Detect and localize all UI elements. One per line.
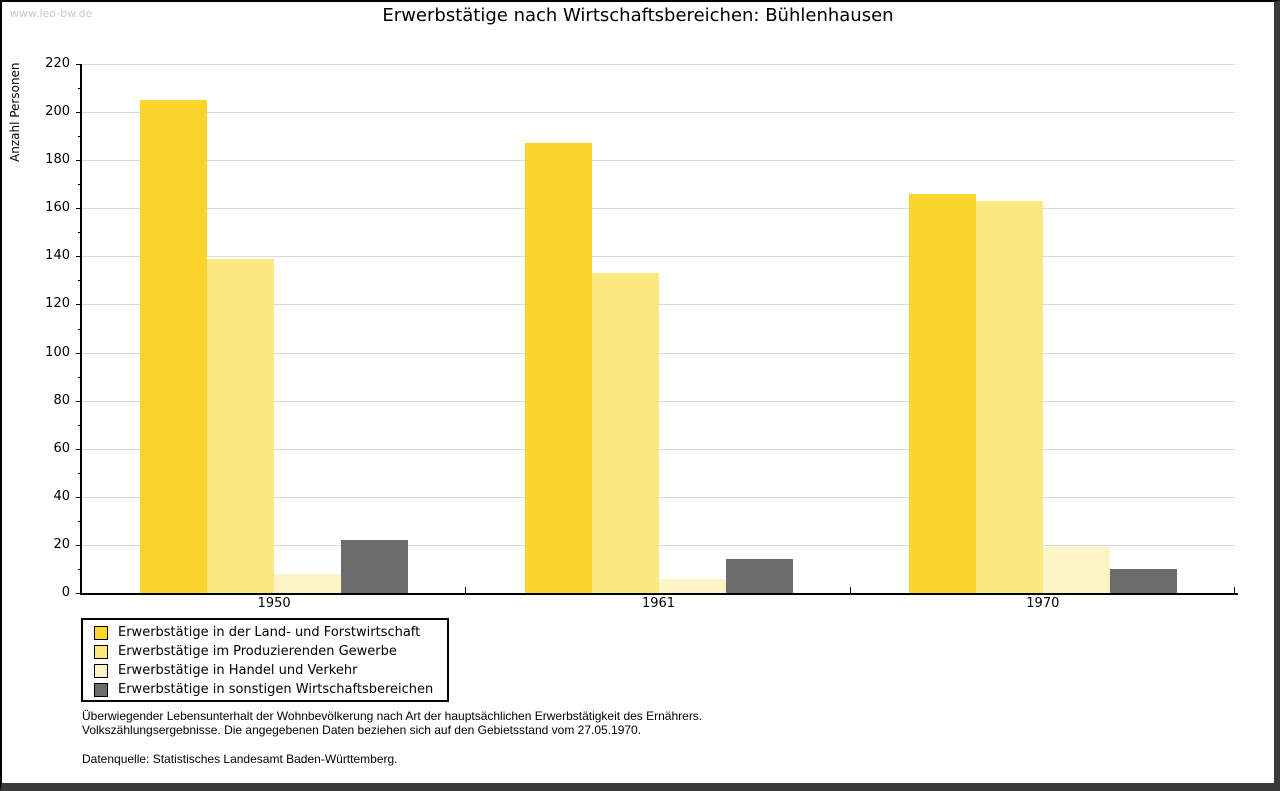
bar bbox=[140, 100, 208, 593]
y-axis-minor-tick bbox=[78, 136, 81, 138]
bar bbox=[341, 540, 409, 593]
footnote: Überwiegender Lebensunterhalt der Wohnbe… bbox=[82, 709, 703, 723]
y-tick-label: 140 bbox=[45, 248, 70, 264]
gridline bbox=[82, 304, 1235, 306]
legend-swatch-icon bbox=[94, 625, 108, 640]
y-tick-label: 200 bbox=[45, 104, 70, 120]
y-axis-major-tick bbox=[76, 544, 81, 546]
legend-item: Erwerbstätige in der Land- und Forstwirt… bbox=[89, 623, 447, 642]
y-axis bbox=[80, 64, 82, 595]
y-axis-minor-tick bbox=[78, 328, 81, 330]
y-axis-major-tick bbox=[76, 400, 81, 402]
y-axis-major-tick bbox=[76, 112, 81, 114]
y-axis-major-tick bbox=[76, 160, 81, 162]
bar bbox=[1042, 547, 1110, 593]
x-tick-label: 1950 bbox=[257, 596, 291, 611]
x-axis bbox=[80, 593, 1238, 595]
bar bbox=[658, 578, 726, 593]
source-note: Datenquelle: Statistisches Landesamt Bad… bbox=[82, 752, 398, 766]
y-axis-major-tick bbox=[76, 448, 81, 450]
y-axis-minor-tick bbox=[78, 424, 81, 426]
y-axis-minor-tick bbox=[78, 472, 81, 474]
legend-item: Erwerbstätige in Handel und Verkehr bbox=[89, 661, 447, 680]
legend-swatch-icon bbox=[94, 663, 108, 678]
y-tick-label: 60 bbox=[53, 440, 70, 456]
legend: Erwerbstätige in der Land- und Forstwirt… bbox=[81, 618, 449, 702]
y-axis-major-tick bbox=[76, 496, 81, 498]
bar bbox=[725, 559, 793, 593]
x-tick-label: 1970 bbox=[1026, 596, 1060, 611]
legend-label: Erwerbstätige im Produzierenden Gewerbe bbox=[118, 644, 397, 659]
y-axis-major-tick bbox=[76, 352, 81, 354]
gridline bbox=[82, 64, 1235, 65]
footnote: Volkszählungsergebnisse. Die angegebenen… bbox=[82, 723, 642, 737]
y-tick-label: 0 bbox=[61, 585, 70, 600]
gridline bbox=[82, 496, 1235, 498]
y-tick-label: 100 bbox=[45, 344, 70, 360]
legend-label: Erwerbstätige in sonstigen Wirtschaftsbe… bbox=[118, 682, 434, 697]
y-axis-major-tick bbox=[76, 208, 81, 210]
y-axis-minor-tick bbox=[78, 280, 81, 282]
y-tick-label: 80 bbox=[53, 392, 70, 408]
gridline bbox=[82, 448, 1235, 450]
y-tick-label: 20 bbox=[53, 536, 70, 552]
bar bbox=[908, 193, 976, 593]
y-axis-minor-tick bbox=[78, 232, 81, 234]
x-axis-tick bbox=[465, 587, 467, 593]
legend-swatch-icon bbox=[94, 644, 108, 659]
y-axis-minor-tick bbox=[78, 376, 81, 378]
bar bbox=[274, 573, 342, 593]
gridline bbox=[82, 544, 1235, 546]
legend-label: Erwerbstätige in der Land- und Forstwirt… bbox=[118, 625, 421, 640]
bar bbox=[591, 273, 659, 593]
legend-item: Erwerbstätige in sonstigen Wirtschaftsbe… bbox=[89, 680, 447, 699]
y-axis-major-tick bbox=[76, 256, 81, 258]
legend-label: Erwerbstätige in Handel und Verkehr bbox=[118, 663, 358, 678]
y-tick-label: 180 bbox=[45, 152, 70, 168]
y-axis-minor-tick bbox=[78, 184, 81, 186]
x-tick-label: 1961 bbox=[641, 596, 676, 611]
watermark: www.leo-bw.de bbox=[10, 7, 93, 20]
legend-swatch-icon bbox=[94, 682, 108, 697]
bar bbox=[524, 143, 592, 593]
gridline bbox=[82, 400, 1235, 402]
x-axis-tick bbox=[1234, 587, 1235, 593]
gridline bbox=[82, 352, 1235, 354]
y-tick-label: 160 bbox=[45, 200, 70, 216]
y-axis-major-tick bbox=[76, 304, 81, 306]
y-axis-major-tick bbox=[76, 64, 81, 65]
gridline bbox=[82, 208, 1235, 210]
y-axis-minor-tick bbox=[78, 88, 81, 90]
bar bbox=[207, 258, 275, 593]
bar bbox=[975, 201, 1043, 593]
footnote-block: Überwiegender Lebensunterhalt der Wohnbe… bbox=[82, 709, 702, 737]
gridline bbox=[82, 160, 1235, 162]
legend-item: Erwerbstätige im Produzierenden Gewerbe bbox=[89, 642, 447, 661]
gridline bbox=[82, 256, 1235, 258]
x-axis-tick bbox=[849, 587, 851, 593]
y-axis-minor-tick bbox=[78, 568, 81, 570]
y-axis-minor-tick bbox=[78, 520, 81, 522]
y-tick-label: 220 bbox=[45, 56, 70, 71]
y-tick-label: 120 bbox=[45, 296, 70, 312]
chart-title: Erwerbstätige nach Wirtschaftsbereichen:… bbox=[382, 5, 894, 26]
y-tick-label: 40 bbox=[53, 488, 70, 504]
y-axis-major-tick bbox=[76, 593, 81, 594]
gridline bbox=[82, 112, 1235, 114]
bar bbox=[1109, 568, 1177, 593]
